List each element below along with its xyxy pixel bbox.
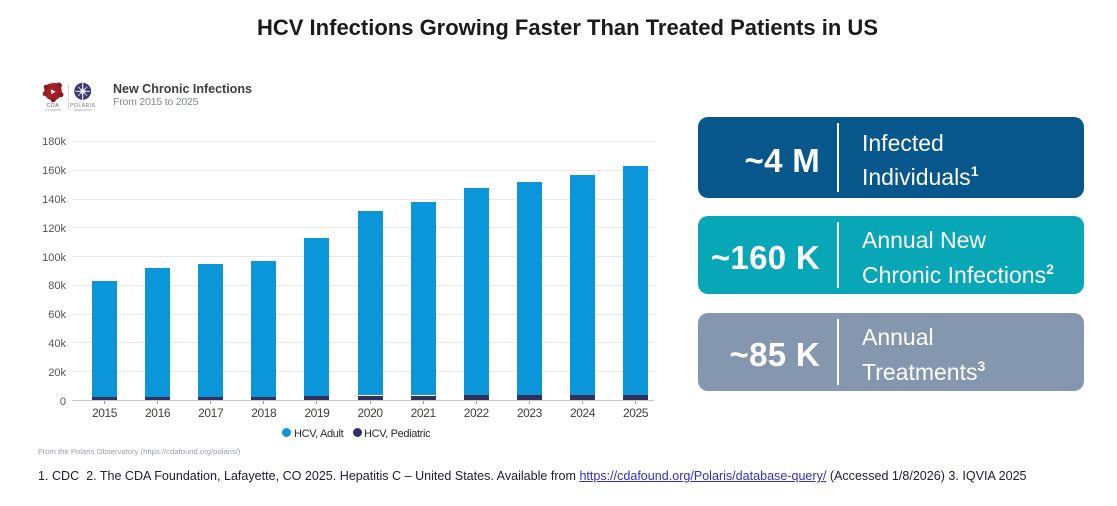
svg-text:FOUNDATION: FOUNDATION bbox=[45, 109, 61, 112]
svg-text:OBSERVATORY: OBSERVATORY bbox=[74, 109, 92, 112]
svg-text:POLARIS: POLARIS bbox=[70, 103, 95, 109]
svg-text:CDA: CDA bbox=[47, 103, 60, 109]
